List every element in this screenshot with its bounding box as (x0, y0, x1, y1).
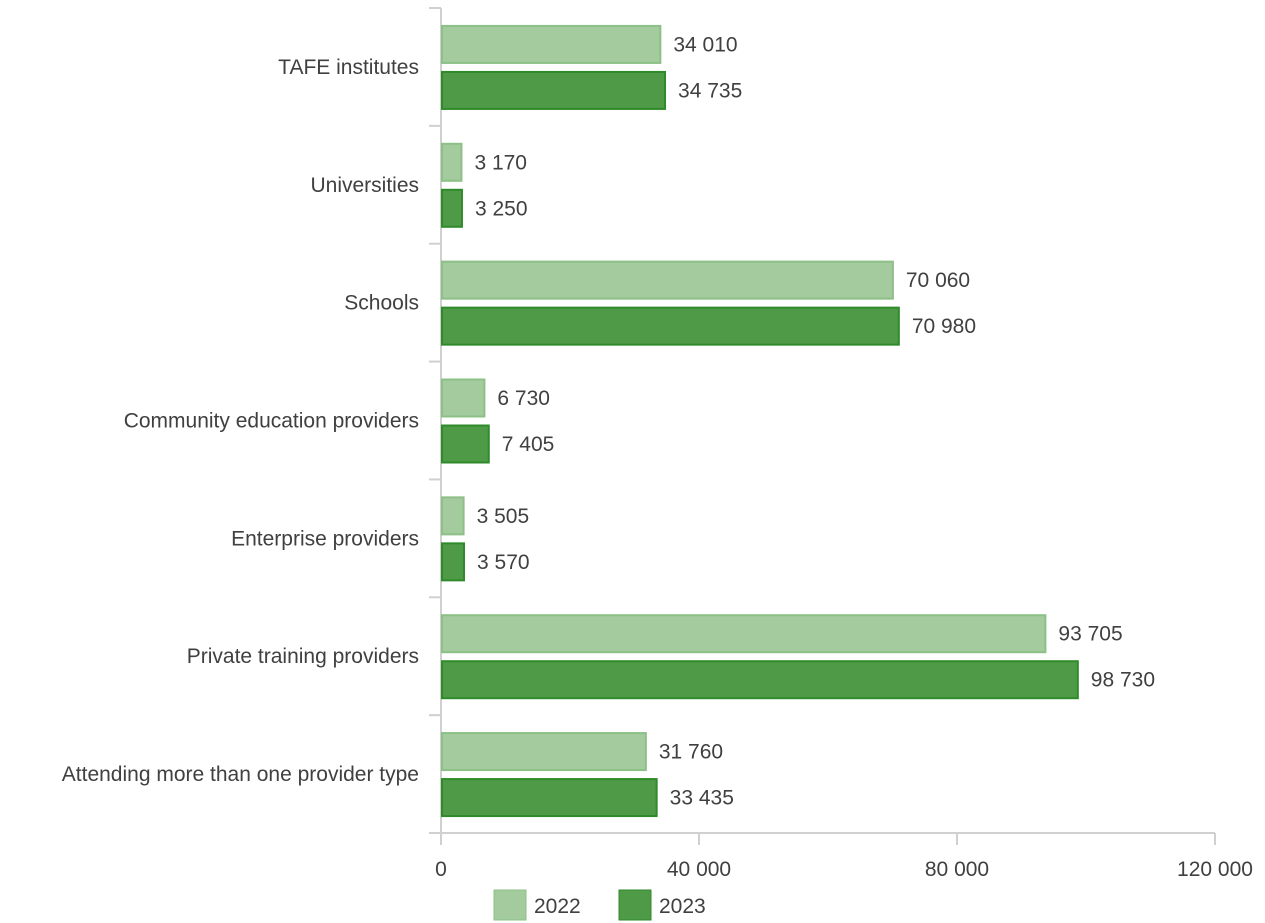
bar-2023 (441, 424, 490, 464)
bar-2022 (441, 496, 465, 536)
value-label: 93 705 (1058, 623, 1122, 646)
bar-2023 (441, 188, 463, 228)
value-label: 33 435 (670, 787, 734, 810)
x-tick-label: 0 (435, 858, 447, 881)
value-label: 3 570 (477, 551, 530, 574)
bar-2022 (441, 732, 647, 772)
bar-2023 (441, 542, 466, 582)
legend-label: 2023 (659, 895, 706, 918)
x-tick-label: 120 000 (1177, 858, 1253, 881)
value-label: 3 250 (475, 197, 528, 220)
bar-2022 (441, 142, 463, 182)
chart-legend: 2022 2023 (493, 889, 706, 921)
bar-2023 (441, 306, 900, 346)
bar-2023 (441, 778, 658, 818)
value-label: 3 505 (477, 505, 530, 528)
bar-2022 (441, 614, 1047, 654)
value-label: 6 730 (497, 387, 550, 410)
value-label: 70 060 (906, 269, 970, 292)
value-labels: 34 010 34 735 3 170 3 250 70 060 70 980 6 730 7… (474, 33, 1155, 809)
value-label: 98 730 (1091, 669, 1155, 692)
x-axis-ticks: 0 40 000 80 000 120 000 (435, 833, 1253, 881)
value-label: 31 760 (659, 741, 723, 764)
category-label: Attending more than one provider type (62, 763, 419, 786)
category-label: Universities (310, 174, 419, 197)
legend-swatch-2023 (618, 889, 652, 921)
value-label: 3 170 (474, 151, 527, 174)
bar-2022 (441, 260, 894, 300)
category-labels: TAFE institutes Universities Schools Commun… (62, 56, 419, 786)
bar-2023 (441, 660, 1079, 700)
value-label: 34 735 (678, 79, 742, 102)
value-label: 7 405 (502, 433, 555, 456)
legend-label: 2022 (534, 895, 581, 918)
chart-axes (429, 7, 1215, 834)
x-tick-label: 40 000 (667, 858, 731, 881)
category-label: TAFE institutes (278, 56, 419, 79)
chart-bars (441, 24, 1079, 818)
category-label: Schools (344, 292, 419, 315)
x-tick-label: 80 000 (925, 858, 989, 881)
legend-swatch-2022 (493, 889, 527, 921)
bar-2022 (441, 24, 662, 64)
value-label: 70 980 (912, 315, 976, 338)
category-label: Enterprise providers (231, 527, 419, 550)
bar-2022 (441, 378, 486, 418)
category-label: Private training providers (187, 645, 419, 668)
category-label: Community education providers (124, 410, 419, 433)
value-label: 34 010 (673, 33, 737, 56)
bar-2023 (441, 70, 667, 110)
